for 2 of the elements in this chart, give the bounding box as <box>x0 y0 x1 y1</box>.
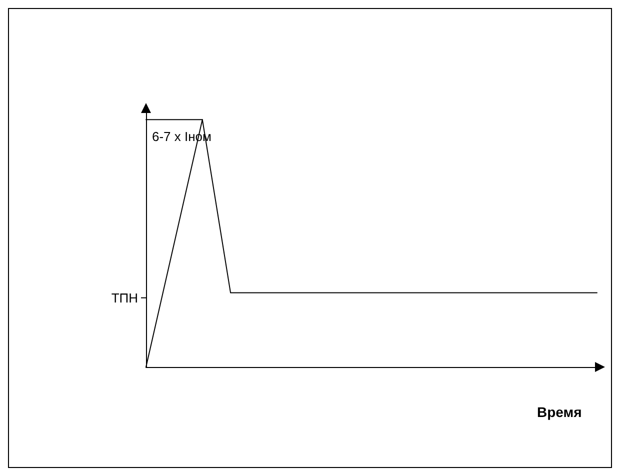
text: ТПН <box>111 290 138 306</box>
x-axis-title: Время <box>537 404 582 420</box>
